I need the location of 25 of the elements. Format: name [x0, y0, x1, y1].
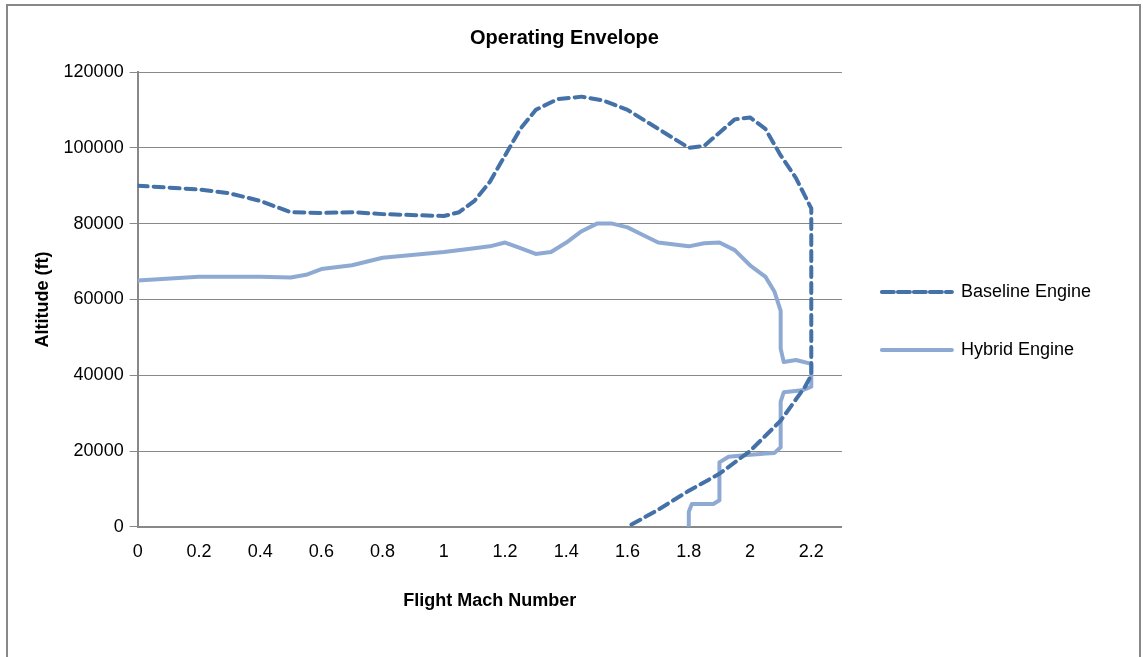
line-series — [137, 94, 814, 527]
x-tick-label: 0.4 — [247, 540, 273, 561]
x-tick-label: 0 — [132, 540, 143, 561]
y-tick-label: 100000 — [63, 136, 124, 157]
x-tick-label: 1.4 — [553, 540, 579, 561]
y-tick-label: 20000 — [73, 439, 124, 460]
chart-title: Operating Envelope — [470, 25, 659, 48]
legend-label: Hybrid Engine — [960, 338, 1074, 359]
y-tick-label: 60000 — [73, 288, 124, 309]
y-tick-label: 40000 — [73, 364, 124, 385]
x-tick-label: 2 — [745, 540, 756, 561]
legend-label: Baseline Engine — [960, 280, 1092, 301]
x-tick-label: 2.2 — [798, 540, 824, 561]
x-tick-label: 1.6 — [615, 540, 641, 561]
x-tick-label: 0.2 — [186, 540, 212, 561]
y-axis-title: Altitude (ft) — [31, 251, 52, 348]
x-tick-label: 0.8 — [370, 540, 396, 561]
x-tick-label: 0.6 — [308, 540, 334, 561]
x-axis-title: Flight Mach Number — [403, 590, 577, 611]
y-tick-label: 0 — [113, 515, 124, 536]
y-tick-label: 80000 — [73, 212, 124, 233]
x-tick-label: 1 — [438, 540, 449, 561]
x-tick-label: 1.2 — [492, 540, 518, 561]
y-tick-label: 120000 — [63, 60, 124, 81]
x-tick-label: 1.8 — [676, 540, 702, 561]
